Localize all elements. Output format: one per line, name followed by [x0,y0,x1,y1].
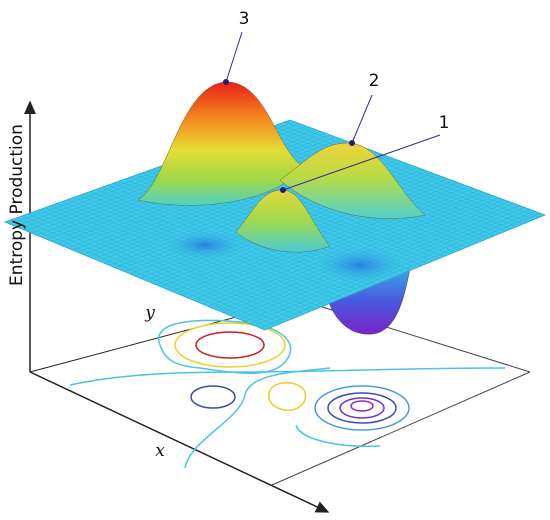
peak-marker [223,79,229,85]
peak-1 [235,189,331,253]
contour [69,367,506,386]
y-axis-label: y [144,303,155,323]
peak-label: 2 [369,71,380,91]
contour [190,385,236,409]
contour [157,319,292,374]
contour [268,382,307,412]
peak-label: 3 [239,9,250,29]
contour [350,400,374,412]
mesh-line [192,188,474,300]
x-axis [29,371,330,513]
x-axis-label: x [155,441,165,461]
contour [314,385,410,431]
surface-pit [160,229,250,261]
peak-3 [137,81,303,206]
contour [184,367,331,469]
contour [339,397,385,419]
contour [195,331,265,359]
peak-marker [349,140,355,146]
contour [174,322,286,368]
mesh-line [267,127,523,225]
contours [69,319,506,469]
peak-marker [280,187,286,193]
peak-label: 1 [439,113,450,133]
mesh-line [284,121,540,218]
peak-2 [279,142,426,219]
leader-line [351,94,373,144]
mesh-line [278,123,534,220]
contour [327,392,397,424]
z-axis-label: Entropy Production [7,124,27,286]
mesh-line [272,125,529,223]
floor-edge [271,371,531,486]
leader-line [282,134,441,191]
mesh-line [186,186,469,298]
surface-pit [310,245,410,285]
mesh-line [197,190,479,303]
contour [295,424,381,448]
leader-line [225,31,243,83]
